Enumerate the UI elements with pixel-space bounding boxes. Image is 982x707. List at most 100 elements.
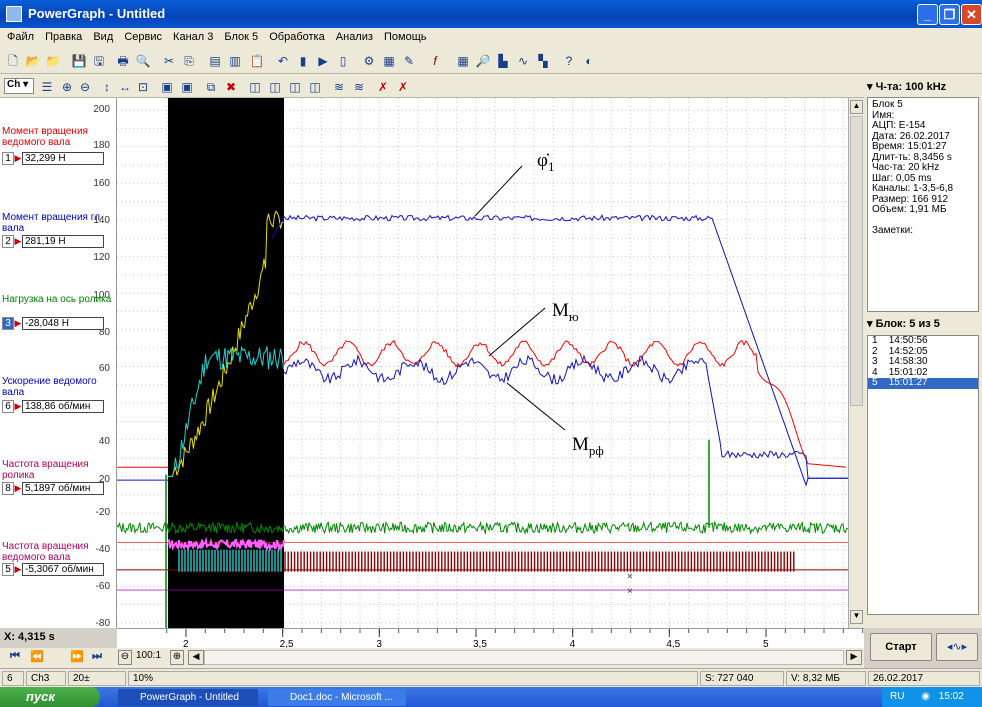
last-icon[interactable]: ⏭ (92, 650, 102, 662)
save-as-icon[interactable]: 🖫 (93, 54, 105, 68)
vertical-zoom-icon[interactable]: ↕ (104, 80, 110, 94)
scroll-right-icon[interactable]: ▶ (846, 650, 862, 665)
menu-edit[interactable]: Правка (45, 31, 83, 43)
channel-6-value[interactable]: 6 ▶ 138,86 об/мин (2, 400, 104, 413)
channel-list-icon[interactable]: ☰ (41, 80, 53, 94)
print-icon[interactable]: 🖶 (117, 54, 129, 68)
start-button[interactable]: Старт (870, 633, 932, 661)
traces: ×× (117, 210, 848, 628)
frequency-select[interactable]: ▾ Ч-та: 100 kHz (867, 81, 947, 93)
play-icon[interactable]: ▶ (318, 54, 328, 68)
settings-icon[interactable]: ⚙ (363, 54, 375, 68)
scroll-up-icon[interactable]: ▲ (850, 100, 863, 114)
block-item[interactable]: 1 14:50:56 (872, 335, 928, 346)
first-icon[interactable]: ⏮ (10, 650, 20, 662)
channel-2-value[interactable]: 2 ▶ 281,19 Н (2, 235, 104, 248)
rewind-icon[interactable]: ⏪ (30, 651, 44, 663)
record-icon[interactable]: ▮ (299, 54, 307, 68)
menu-service[interactable]: Сервис (124, 31, 162, 43)
y-tick: 120 (93, 252, 110, 263)
zoom-out-icon[interactable]: ⊖ (79, 80, 91, 94)
signal-b-icon[interactable]: ≋ (353, 80, 365, 94)
menu-file[interactable]: Файл (7, 31, 35, 43)
start-menu-button[interactable]: пуск (0, 687, 100, 707)
open-folder-icon[interactable]: 📁 (45, 54, 61, 68)
block-select[interactable]: ▾ Блок: 5 из 5 (867, 318, 940, 330)
language-indicator[interactable]: RU (890, 691, 905, 702)
new-file-icon[interactable]: 🗋 (8, 54, 18, 68)
channel-5-value[interactable]: 5 ▶ -5,3067 об/мин (2, 563, 104, 576)
task-word-doc[interactable]: Doc1.doc - Microsoft ... (268, 689, 406, 706)
horizontal-scrollbar[interactable] (204, 650, 844, 665)
horizontal-zoom-icon[interactable]: ↔ (119, 80, 131, 94)
vertical-scrollbar[interactable]: ▲ ▼ (848, 98, 864, 628)
scroll-down-icon[interactable]: ▼ (850, 610, 863, 624)
spectrum-icon[interactable]: ∿ (517, 54, 529, 68)
copy-icon[interactable]: ⎘ (184, 54, 194, 68)
task-powergraph[interactable]: PowerGraph - Untitled (118, 689, 258, 706)
trace-green (117, 520, 848, 536)
forward-icon[interactable]: ⏩ (70, 651, 84, 663)
view-a-icon[interactable]: ▣ (161, 80, 173, 94)
zoom-in-icon[interactable]: ⊕ (61, 80, 73, 94)
y-tick: 60 (98, 363, 110, 374)
menu-block[interactable]: Блок 5 (224, 31, 259, 43)
close-button[interactable]: ✕ (961, 4, 982, 25)
tray-icon[interactable]: ◉ (921, 691, 930, 702)
nav-c-icon[interactable]: ◫ (289, 80, 301, 94)
main-toolbar: 🗋 📂 📁 💾 🖫 🖶 🔍 ✂ ⎘ ▤ ▥ 📋 ↶ ▮ ▶ ▯ ⚙ ▦ ✎ f … (0, 48, 982, 74)
tools-icon[interactable]: ✎ (403, 54, 415, 68)
scroll-thumb[interactable] (850, 116, 863, 406)
remove-a-icon[interactable]: ✗ (377, 80, 389, 94)
undo-icon[interactable]: ↶ (277, 54, 289, 68)
print-preview-icon[interactable]: 🔍 (135, 54, 151, 68)
paste-icon[interactable]: 📋 (249, 54, 265, 68)
signal-a-icon[interactable]: ≋ (333, 80, 345, 94)
menu-channel[interactable]: Канал 3 (173, 31, 214, 43)
menu-help[interactable]: Помощь (383, 31, 427, 43)
block-item[interactable]: 3 14:58:30 (872, 356, 928, 367)
filter-icon[interactable]: ▚ (538, 54, 548, 68)
copy-block-icon[interactable]: ▤ (209, 54, 221, 68)
block-item-selected[interactable]: 5 15:01:27 (868, 377, 978, 389)
signal-mode-icon[interactable]: ◂∿▸ (936, 633, 978, 661)
marker-icon[interactable]: ⧉ (206, 80, 216, 94)
minimize-button[interactable]: _ (917, 4, 938, 25)
save-icon[interactable]: 💾 (71, 54, 87, 68)
open-file-icon[interactable]: 📂 (25, 54, 41, 68)
channel-3-value[interactable]: 3 ▶ -28,048 Н (2, 317, 104, 330)
about-icon[interactable]: ◐ (585, 54, 593, 68)
nav-bar: ⏮ ⏪ ⏩ ⏭ ⊖ 100:1 ⊕ ◀ ▶ (0, 648, 864, 668)
x-tick: 4 (570, 639, 576, 649)
nav-b-icon[interactable]: ◫ (269, 80, 281, 94)
maximize-button[interactable]: ❐ (939, 4, 960, 25)
battery-icon[interactable]: ▯ (339, 54, 347, 68)
chart-settings-icon[interactable]: ▦ (383, 54, 395, 68)
plot-area[interactable]: × × φ̇1 Мю Мрф (117, 98, 848, 628)
menu-view[interactable]: Вид (93, 31, 114, 43)
nav-a-icon[interactable]: ◫ (249, 80, 261, 94)
menu-processing[interactable]: Обработка (269, 31, 325, 43)
scroll-left-icon[interactable]: ◀ (188, 650, 204, 665)
remove-b-icon[interactable]: ✗ (397, 80, 409, 94)
zoom-icon[interactable]: 🔎 (475, 54, 491, 68)
block-item[interactable]: 2 14:52:05 (872, 345, 928, 357)
cut-icon[interactable]: ✂ (163, 54, 175, 68)
delete-marker-icon[interactable]: ✖ (225, 80, 237, 94)
zoom-in-button[interactable]: ⊕ (170, 650, 184, 665)
view-b-icon[interactable]: ▣ (181, 80, 193, 94)
paste-block-icon[interactable]: ▥ (229, 54, 241, 68)
zoom-out-button[interactable]: ⊖ (118, 650, 132, 665)
nav-d-icon[interactable]: ◫ (309, 80, 321, 94)
fit-icon[interactable]: ⊡ (137, 80, 149, 94)
help-icon[interactable]: ? (565, 54, 573, 68)
block-item[interactable]: 4 15:01:02 (872, 366, 928, 378)
table-icon[interactable]: ▦ (457, 54, 469, 68)
function-icon[interactable]: f (433, 54, 437, 68)
menu-analysis[interactable]: Анализ (335, 31, 373, 43)
channel-8-value[interactable]: 8 ▶ 5,1897 об/мин (2, 482, 104, 495)
histogram-icon[interactable]: ▙ (498, 54, 508, 68)
channel-select[interactable]: Ch ▾ (4, 78, 34, 94)
y-axis-pane: 200 180 160 140 120 100 80 60 40 20 -20 … (0, 98, 117, 629)
channel-1-value[interactable]: 1 ▶ 32,299 Н (2, 152, 104, 165)
